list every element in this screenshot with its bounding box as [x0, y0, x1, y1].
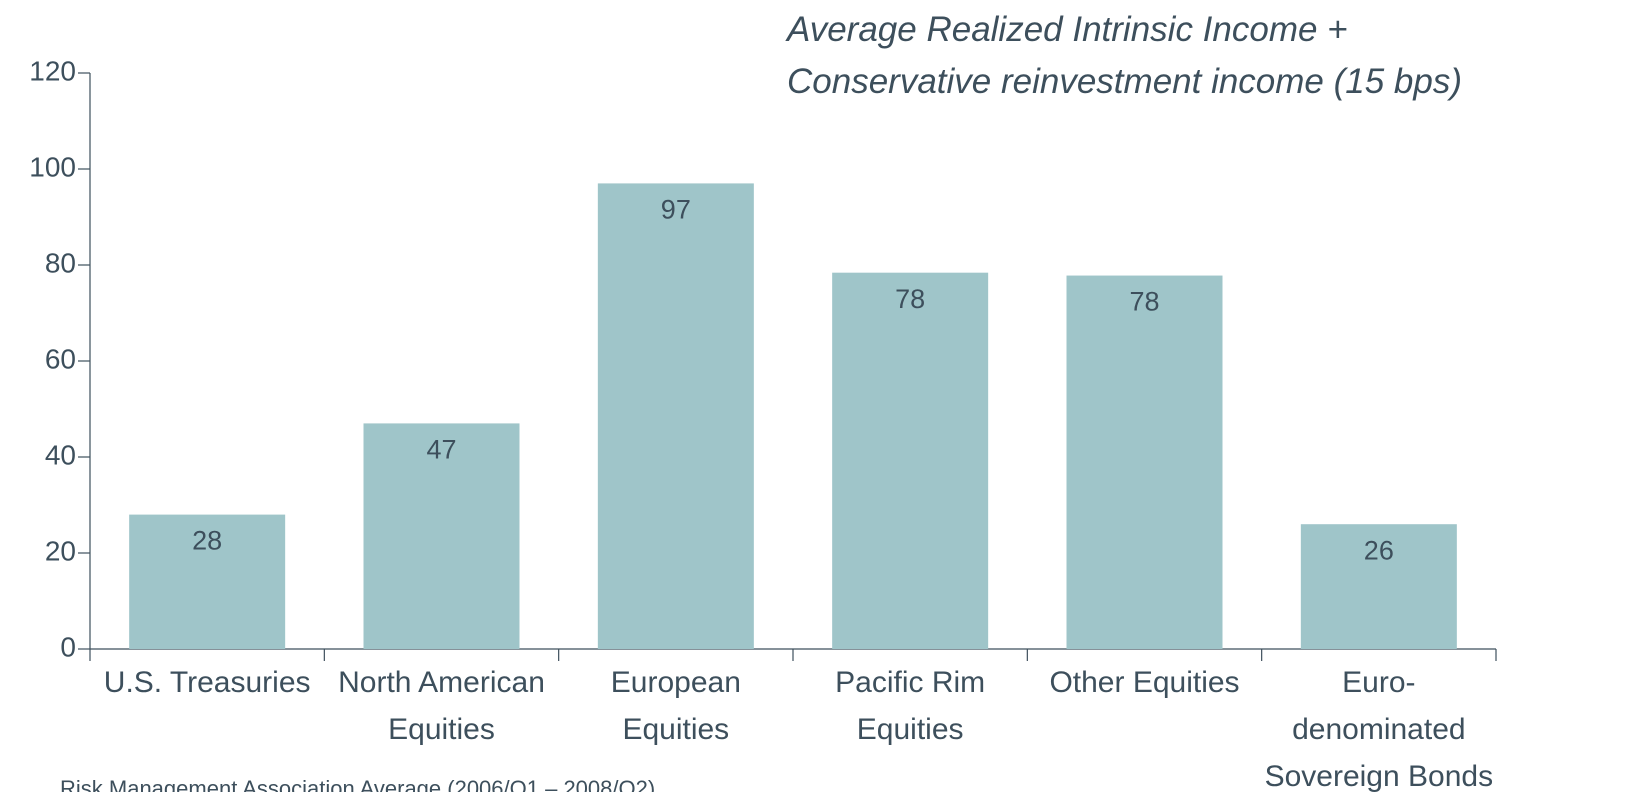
y-tick-label: 80 — [45, 247, 76, 278]
data-label: 97 — [661, 195, 691, 225]
x-tick-label: U.S. Treasuries — [103, 666, 311, 699]
y-tick-label: 120 — [29, 55, 76, 86]
data-label: 26 — [1364, 535, 1394, 565]
y-tick-label: 60 — [45, 343, 76, 374]
y-tick-label: 40 — [45, 439, 76, 470]
bar — [129, 514, 286, 649]
data-label: 78 — [1129, 287, 1159, 317]
bar — [597, 183, 754, 649]
bar — [832, 272, 989, 649]
x-tick-label: North American Equities — [338, 666, 545, 746]
y-tick-label: 100 — [29, 151, 76, 182]
x-tick-label: Euro- denominated Sovereign Bonds — [1264, 666, 1494, 792]
data-label: 28 — [192, 526, 222, 556]
x-tick-label: European Equities — [610, 666, 741, 746]
source-note: Risk Management Association Average (200… — [60, 776, 656, 792]
bar — [1066, 275, 1223, 649]
data-label: 78 — [895, 284, 925, 314]
chart-title: Average Realized Intrinsic Income + Cons… — [787, 10, 1463, 101]
data-label: 47 — [426, 435, 456, 465]
x-tick-label: Pacific Rim Equities — [835, 666, 986, 746]
y-tick-label: 20 — [45, 535, 76, 566]
x-tick-label: Other Equities — [1049, 666, 1240, 699]
y-tick-label: 0 — [60, 631, 76, 662]
bar — [1300, 524, 1457, 649]
bar — [363, 423, 520, 649]
